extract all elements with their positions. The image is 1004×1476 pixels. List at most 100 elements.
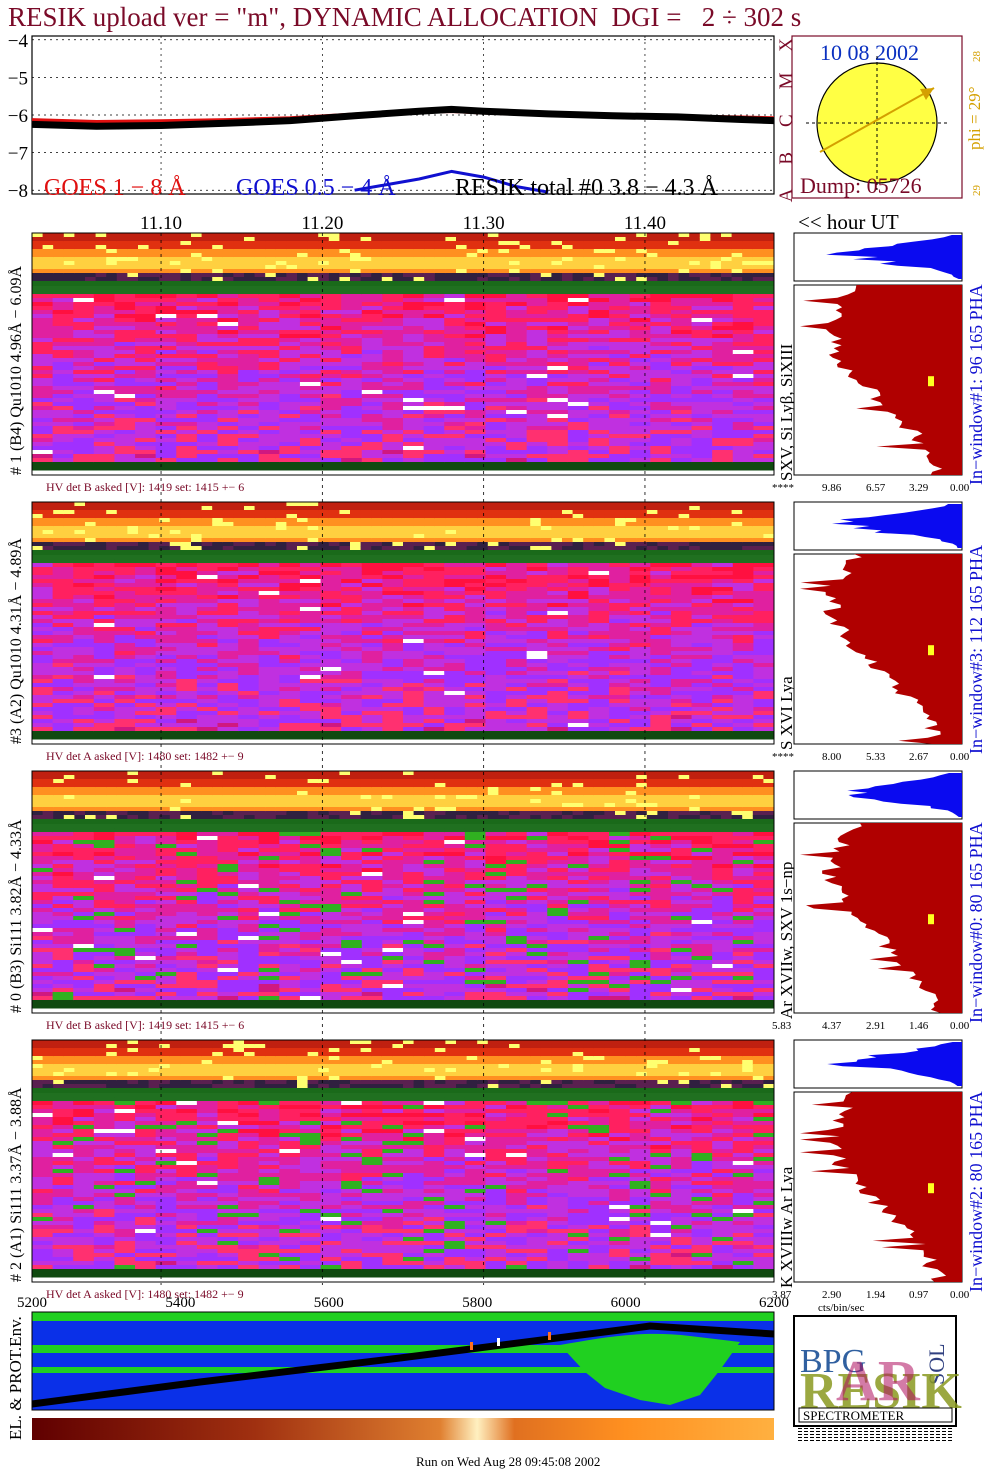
spectrogram-band-cell [169, 502, 181, 507]
spectrogram-cell [403, 286, 425, 291]
spectrogram-cell [135, 631, 157, 636]
spectrogram-cell [650, 410, 672, 415]
spectrogram-band-cell [742, 233, 754, 238]
spectrogram-cell [176, 326, 198, 331]
spectrogram-band-cell [456, 546, 468, 551]
spectrogram-cell [588, 663, 610, 668]
spectrogram-cell [547, 330, 569, 335]
spectrogram-cell [135, 647, 157, 652]
spectrogram-band-cell [297, 522, 309, 527]
spectrogram-band-cell [138, 233, 150, 238]
spectrogram-cell [155, 663, 177, 668]
spectrogram-cell [238, 454, 260, 459]
spectrogram-band-cell [721, 249, 733, 254]
spectrogram-band-cell [477, 277, 489, 282]
spectrogram-cell [341, 723, 363, 728]
spectrogram-cell [258, 727, 280, 732]
spectrogram-band-cell [381, 253, 393, 258]
spectrogram-band-cell [127, 542, 139, 547]
spectrogram-band-cell [169, 542, 181, 547]
spectrogram-cell [73, 402, 95, 407]
spectrogram-cell [650, 691, 672, 696]
spectrogram-cell [73, 715, 95, 720]
spectrogram-cell [588, 358, 610, 363]
spectrogram-cell [567, 719, 589, 724]
spectrogram-cell [506, 462, 528, 467]
spectrogram-cell [155, 290, 177, 295]
spectrogram-cell [526, 735, 548, 740]
spectrogram-band-cell [275, 265, 287, 270]
spectrogram-cell [423, 346, 445, 351]
spectrogram-cell [670, 370, 693, 375]
spectrogram-cell [547, 587, 569, 592]
spectrogram-cell [382, 454, 404, 459]
spectrogram-band-cell [551, 530, 563, 535]
spectrogram-cell [547, 374, 569, 379]
spectrogram-band-cell [244, 237, 256, 242]
spectrogram-band-cell [233, 269, 245, 274]
spectrogram-band-cell [233, 241, 245, 246]
spectrogram-band-cell [742, 546, 754, 551]
spectrogram-band-cell [487, 506, 499, 511]
spectrogram-cell [217, 446, 239, 451]
spectrogram-band-cell [678, 253, 690, 258]
spectrogram-cell [155, 575, 177, 580]
spectrogram-cell [629, 687, 651, 692]
spectrogram-band-cell [689, 522, 701, 527]
spectrogram-cell [217, 334, 239, 339]
spectrogram-cell [609, 450, 631, 455]
spectrogram-band-cell [371, 233, 383, 238]
spectrogram-band-cell [498, 514, 510, 519]
spectrogram-cell [135, 567, 157, 572]
spectrogram-cell [341, 450, 363, 455]
spectrogram-cell [629, 667, 651, 672]
spectrogram-band-cell [244, 506, 256, 511]
spectrogram-cell [93, 647, 115, 652]
spectrogram-band-cell [233, 233, 245, 238]
spectrogram-band-cell [307, 542, 319, 547]
spectrogram-cell [485, 599, 507, 604]
spectrogram-band-cell [32, 253, 44, 258]
spectrogram-cell [382, 370, 404, 375]
spectrogram-cell [52, 619, 74, 624]
spectrogram-cell [629, 595, 651, 600]
spectrogram-cell [629, 655, 651, 660]
spectrogram-band-cell [413, 265, 425, 270]
spectrogram-cell [526, 655, 548, 660]
spectrogram-band-cell [148, 249, 160, 254]
spectrogram-band-cell [509, 261, 521, 266]
spectrogram-cell [32, 334, 54, 339]
spectrogram-band-cell [699, 526, 711, 531]
spectrogram-cell [444, 410, 466, 415]
spectrogram-cell [299, 322, 322, 327]
spectrogram-cell [650, 334, 672, 339]
spectrogram-cell [506, 695, 528, 700]
spectrogram-cell [73, 314, 95, 319]
spectrogram-cell [73, 667, 95, 672]
spectrogram-band-cell [222, 253, 234, 258]
spectrogram-band-cell [265, 534, 277, 539]
spectrogram-cell [382, 591, 404, 596]
spectrogram-cell [52, 587, 74, 592]
spectrogram-band-cell [572, 237, 584, 242]
spectrogram-cell [258, 567, 280, 572]
spectrogram-cell [712, 627, 734, 632]
spectrogram-cell [650, 563, 672, 568]
spectrogram-band-cell [668, 530, 680, 535]
spectrogram-cell [135, 691, 157, 696]
spectrogram-cell [73, 679, 95, 684]
spectrogram-band-cell [191, 277, 203, 282]
spectrogram-band-cell [752, 534, 764, 539]
spectrogram-cell [609, 727, 631, 732]
spectrogram-cell [526, 410, 548, 415]
spectrogram-cell [196, 623, 218, 628]
spectrogram-cell [650, 302, 672, 307]
spectrogram-cell [320, 302, 342, 307]
spectrogram-cell [361, 450, 383, 455]
spectrogram-band-cell [392, 265, 404, 270]
spectrogram-cell [732, 394, 754, 399]
spectrogram-cell [320, 418, 342, 423]
spectrogram-cell [114, 659, 136, 664]
spectrogram-cell [444, 314, 466, 319]
spectrogram-cell [93, 446, 115, 451]
